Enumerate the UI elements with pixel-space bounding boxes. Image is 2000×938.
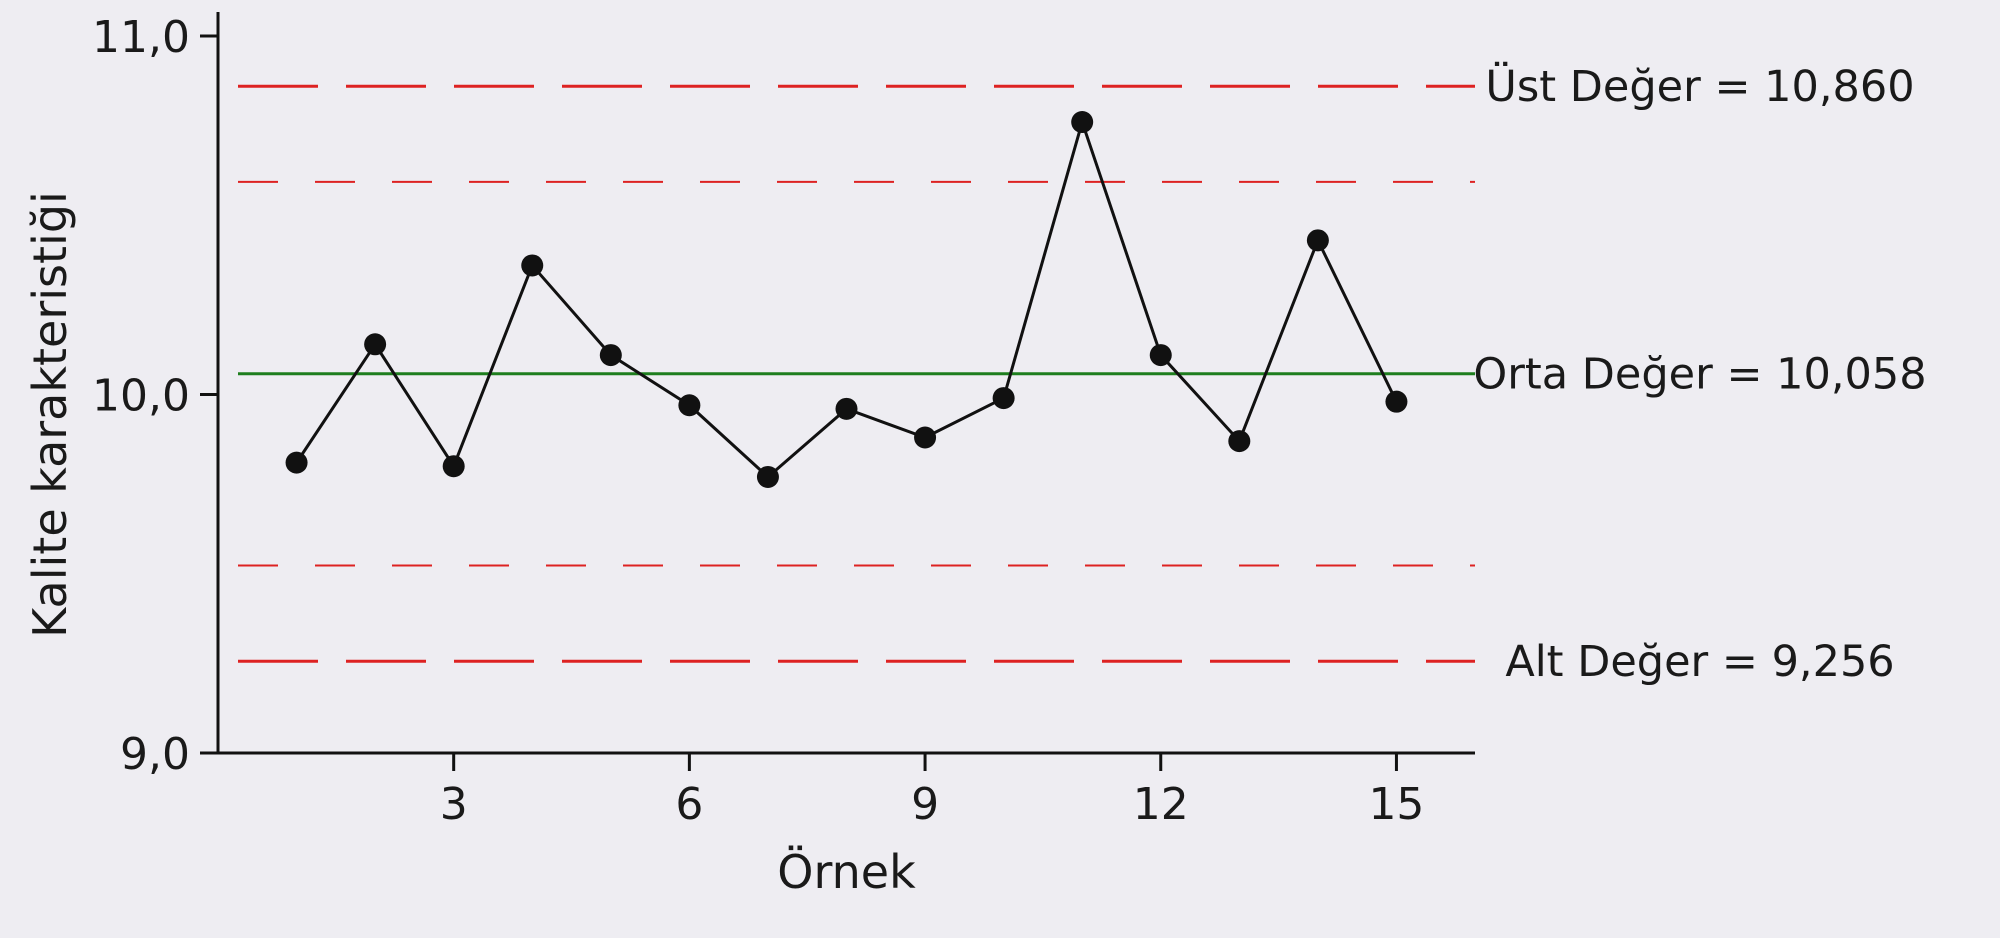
data-point [756, 465, 779, 488]
data-point [599, 344, 622, 367]
data-point [364, 333, 387, 356]
x-tick-label: 15 [1368, 779, 1424, 830]
data-point [914, 426, 937, 449]
x-tick-label: 3 [440, 779, 468, 830]
data-point [835, 397, 858, 420]
reference-line-label: Üst Değer = 10,860 [1485, 61, 1914, 112]
data-points [285, 111, 1408, 488]
data-point [1149, 344, 1172, 367]
x-axis-ticks: 3 6 9 12 15 [440, 753, 1424, 830]
data-point [1385, 390, 1408, 413]
axes [216, 12, 1475, 755]
series-line [295, 116, 1398, 479]
data-point [992, 387, 1015, 410]
data-point [1228, 430, 1251, 453]
data-point [678, 394, 701, 417]
data-point [442, 455, 465, 478]
x-tick-label: 9 [911, 779, 939, 830]
data-point [285, 451, 308, 474]
series-line-group [295, 116, 1398, 479]
x-tick-label: 6 [675, 779, 703, 830]
y-tick-label: 11,0 [92, 12, 190, 63]
x-axis-label: Örnek [777, 845, 916, 899]
data-point [1306, 229, 1329, 252]
y-axis-ticks: 9,0 10,0 11,0 [92, 12, 218, 780]
reference-lines [238, 84, 1475, 663]
reference-line-label: Alt Değer = 9,256 [1505, 637, 1894, 687]
y-tick-label: 10,0 [92, 371, 190, 422]
data-point [521, 254, 544, 277]
y-tick-label: 9,0 [120, 729, 190, 780]
reference-line-label: Orta Değer = 10,058 [1473, 350, 1926, 400]
data-point [1071, 111, 1094, 134]
x-tick-label: 12 [1133, 779, 1189, 830]
y-axis-label: Kalite karakteristiği [23, 191, 77, 638]
reference-line-labels: Üst Değer = 10,860 Orta Değer = 10,058 Alt… [1473, 61, 1926, 687]
